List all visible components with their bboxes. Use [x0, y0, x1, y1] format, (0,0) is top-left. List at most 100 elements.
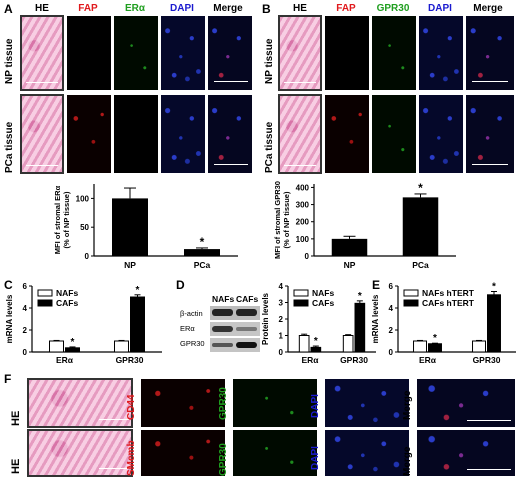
merge-image-pca	[207, 94, 253, 174]
bar	[184, 249, 220, 256]
merge-image-smemb	[416, 429, 516, 477]
bar	[354, 302, 366, 353]
row-label-np-tissue: NP tissue	[264, 38, 275, 84]
dapi-image-smemb	[324, 429, 410, 477]
significance-star: *	[433, 333, 437, 344]
y-tick-label: 0	[305, 252, 310, 261]
panel-label-c: C	[4, 278, 13, 292]
panel-label-f: F	[4, 372, 12, 386]
bar	[428, 343, 442, 353]
y-tick-label: 200	[296, 218, 310, 227]
header-he: HE	[35, 3, 49, 14]
bar	[298, 335, 310, 353]
significance-star: *	[492, 282, 496, 293]
x-tick-label: GPR30	[473, 355, 501, 365]
he-image-pca	[20, 94, 64, 174]
gpr30-image-smemb	[232, 429, 318, 477]
gpr30-image-cd44	[232, 378, 318, 428]
blot-row-beta-actin: β-actin	[180, 309, 203, 318]
fap-image-np	[66, 15, 112, 91]
y-tick-label: 0	[23, 348, 28, 357]
header-merge: Merge	[473, 3, 503, 14]
header-fap: FAP	[78, 3, 98, 14]
legend-swatch	[37, 299, 53, 307]
blot-row-er-alpha: ERα	[180, 324, 195, 333]
y-tick-label: 0	[279, 348, 284, 357]
header-dapi: DAPI	[170, 3, 194, 14]
gpr30-image-np	[371, 15, 417, 91]
label-merge-2: Merge	[402, 446, 413, 476]
label-merge-1: Merge	[402, 390, 413, 420]
row-label-np-tissue: NP tissue	[4, 38, 15, 84]
bar	[65, 347, 80, 353]
label-cd44: CD44	[126, 394, 137, 420]
blot-band-er	[210, 322, 260, 336]
y-axis-label: mRNA levels	[371, 294, 380, 343]
y-axis-label: MFI of stromal ERα	[53, 185, 62, 254]
bar	[49, 340, 64, 353]
label-smemb: SMemb	[126, 440, 137, 476]
header-he: HE	[293, 3, 307, 14]
blot-band-actin	[210, 306, 260, 320]
y-tick-label: 1	[279, 332, 284, 341]
er-image-pca	[113, 94, 159, 174]
header-er-alpha: ERα	[124, 3, 146, 14]
y-axis-label: Protein levels	[261, 292, 270, 345]
x-tick-label: GPR30	[116, 355, 144, 365]
legend-swatch	[293, 299, 309, 307]
he-image-cd44	[27, 378, 133, 428]
panel-label-e: E	[372, 278, 381, 292]
x-tick-label: NP	[124, 260, 136, 270]
bar	[331, 238, 368, 256]
legend-swatch	[403, 289, 419, 297]
bar	[130, 296, 145, 353]
label-gpr30-1: GPR30	[218, 387, 229, 420]
dapi-image-np	[160, 15, 206, 91]
x-tick-label: PCa	[194, 260, 211, 270]
x-tick-label: GPR30	[340, 355, 368, 365]
significance-star: *	[71, 337, 75, 348]
legend-swatch	[293, 289, 309, 297]
blot-col-cafs: CAFs	[236, 294, 259, 304]
er-image-np	[113, 15, 159, 91]
x-tick-label: ERα	[301, 355, 319, 365]
bar	[114, 340, 129, 353]
legend-swatch	[403, 299, 419, 307]
dapi-image-np	[418, 15, 464, 91]
bar	[402, 197, 439, 256]
y-tick-label: 3	[279, 299, 284, 308]
row-label-he-2: HE	[10, 458, 22, 474]
merge-image-np	[465, 15, 515, 91]
label-gpr30-2: GPR30	[218, 443, 229, 476]
row-label-he-1: HE	[10, 410, 22, 426]
label-dapi-2: DAPI	[310, 446, 321, 470]
y-tick-label: 2	[279, 315, 284, 324]
y-tick-label: 300	[296, 201, 310, 210]
blot-col-nafs: NAFs	[212, 294, 235, 304]
y-tick-label: 50	[80, 223, 89, 232]
fap-image-pca	[324, 94, 370, 174]
merge-image-cd44	[416, 378, 516, 428]
bar	[472, 340, 486, 353]
y-tick-label: 4	[389, 304, 394, 313]
header-merge: Merge	[213, 3, 243, 14]
chart-b: 0 100 200 300 400 MFI of stromal GPR30 (% of N…	[273, 181, 456, 270]
bar	[413, 340, 427, 353]
legend-label: NAFs hTERT	[422, 288, 475, 298]
header-gpr30: GPR30	[376, 3, 410, 14]
dapi-image-pca	[418, 94, 464, 174]
merge-image-pca	[465, 94, 515, 174]
chart-a: 0 50 100 MFI of stromal ERα (% of NP tissue)…	[53, 184, 238, 270]
y-tick-label: 0	[389, 348, 394, 357]
panel-label-b: B	[262, 2, 271, 16]
legend-swatch	[37, 289, 53, 297]
panel-label-a: A	[4, 2, 13, 16]
dapi-image-cd44	[324, 378, 410, 428]
y-axis-label: MFI of stromal GPR30	[273, 181, 282, 259]
he-image-np	[20, 15, 64, 91]
significance-star: *	[358, 291, 362, 302]
legend-label: CAFs	[56, 298, 78, 308]
y-tick-label: 2	[23, 326, 28, 335]
dapi-image-pca	[160, 94, 206, 174]
